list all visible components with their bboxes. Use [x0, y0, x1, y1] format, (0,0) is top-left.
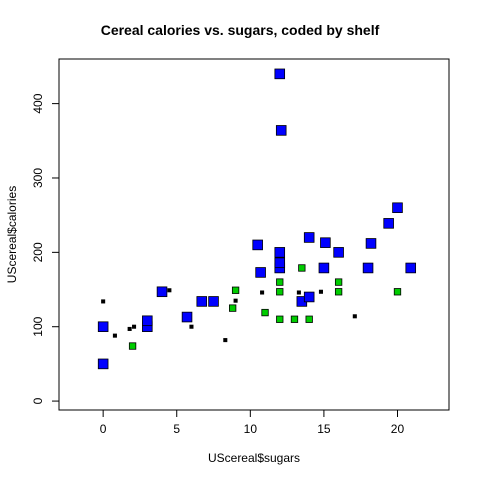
chart-title: Cereal calories vs. sugars, coded by she…: [100, 22, 380, 38]
point-shelf-3: [274, 257, 286, 269]
point-shelf-2: [393, 288, 402, 296]
point-shelf-3: [156, 286, 168, 298]
point-shelf-2: [276, 315, 284, 323]
point-shelf-1: [167, 288, 172, 293]
point-shelf-2: [229, 304, 237, 312]
point-shelf-3: [303, 291, 315, 303]
point-shelf-3: [97, 358, 109, 370]
point-shelf-3: [365, 238, 377, 249]
point-shelf-2: [290, 315, 299, 323]
x-tick-label: 10: [244, 422, 258, 436]
y-tick-label: 0: [31, 397, 45, 404]
x-tick-label: 0: [100, 422, 107, 436]
point-shelf-3: [318, 262, 330, 274]
point-shelf-3: [405, 262, 417, 274]
point-shelf-1: [101, 299, 106, 304]
point-shelf-1: [233, 298, 238, 303]
y-tick-label: 100: [31, 316, 45, 336]
y-tick-label: 300: [31, 168, 45, 188]
x-tick-label: 20: [391, 422, 405, 436]
point-shelf-1: [318, 289, 323, 294]
point-shelf-3: [392, 202, 403, 214]
point-shelf-2: [334, 288, 343, 296]
point-shelf-1: [132, 324, 137, 329]
point-shelf-3: [333, 247, 344, 258]
x-axis: 0 5 10 15 20: [100, 409, 405, 436]
point-shelf-1: [223, 338, 228, 343]
point-shelf-2: [276, 288, 284, 296]
x-axis-label: UScereal$sugars: [208, 451, 300, 465]
y-axis: 0 100 200 300 400: [31, 93, 60, 404]
point-shelf-3: [275, 125, 287, 136]
point-shelf-2: [128, 342, 137, 350]
x-tick-label: 5: [173, 422, 180, 436]
y-tick-label: 200: [31, 242, 45, 262]
point-shelf-3: [255, 267, 266, 278]
point-shelf-3: [274, 247, 286, 258]
plot-frame: [58, 58, 450, 411]
point-shelf-3: [252, 239, 263, 251]
point-shelf-2: [305, 315, 313, 323]
data-points: [97, 68, 417, 370]
point-shelf-2: [334, 278, 343, 286]
point-shelf-1: [112, 333, 117, 338]
point-shelf-3: [303, 232, 315, 243]
point-shelf-3: [383, 218, 394, 229]
point-shelf-3: [97, 321, 109, 332]
point-shelf-3: [142, 315, 153, 327]
point-shelf-3: [181, 311, 193, 323]
x-tick-label: 15: [317, 422, 331, 436]
point-shelf-2: [276, 278, 284, 286]
point-shelf-3: [208, 296, 219, 307]
point-shelf-2: [261, 308, 269, 317]
y-axis-label: UScereal$calories: [5, 186, 19, 283]
point-shelf-1: [127, 326, 132, 331]
y-tick-label: 400: [31, 93, 45, 113]
point-shelf-3: [320, 237, 331, 248]
point-shelf-3: [274, 68, 286, 80]
point-shelf-1: [296, 290, 301, 295]
point-shelf-3: [362, 262, 374, 274]
point-shelf-2: [231, 286, 240, 294]
point-shelf-3: [196, 296, 208, 307]
point-shelf-1: [260, 290, 265, 295]
point-shelf-1: [189, 324, 194, 329]
point-shelf-1: [352, 314, 357, 319]
point-shelf-2: [298, 264, 306, 272]
